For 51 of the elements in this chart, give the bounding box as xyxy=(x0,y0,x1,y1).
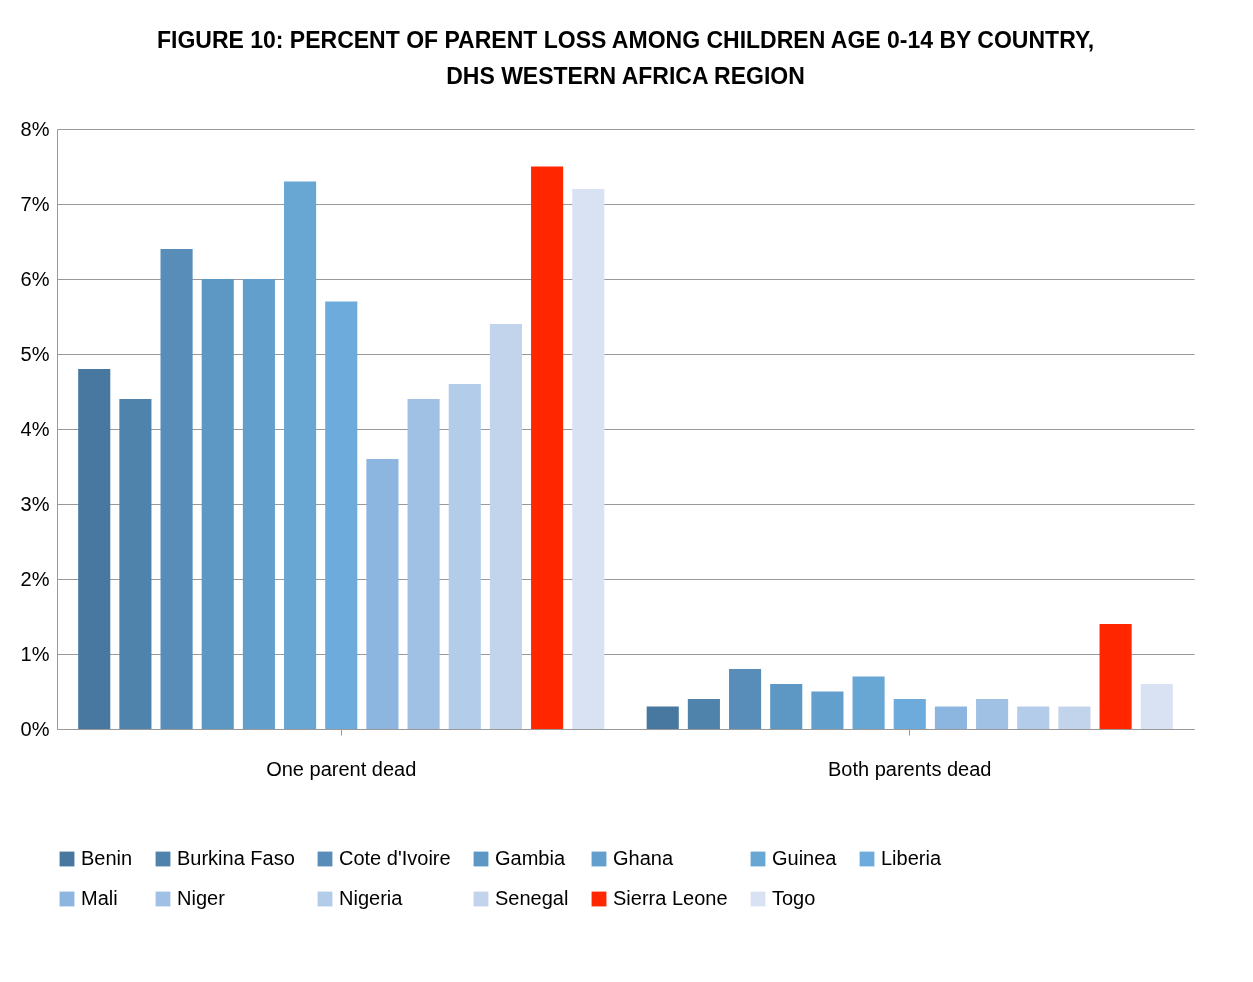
x-tick-label: One parent dead xyxy=(266,757,417,780)
bar xyxy=(687,699,720,729)
bar xyxy=(242,279,275,729)
legend-label: Guinea xyxy=(772,847,838,869)
bar xyxy=(407,399,440,729)
bar xyxy=(1017,706,1050,729)
bar xyxy=(1099,624,1132,729)
bar xyxy=(976,699,1009,729)
bar xyxy=(284,181,317,729)
bar xyxy=(201,279,234,729)
legend-label: Ghana xyxy=(613,847,674,869)
y-tick-label: 8% xyxy=(20,117,50,140)
y-tick-label: 2% xyxy=(20,567,50,590)
bar xyxy=(572,189,605,729)
legend-label: Sierra Leone xyxy=(613,887,728,909)
bar xyxy=(770,684,803,729)
y-tick-label: 1% xyxy=(20,642,50,665)
bar xyxy=(729,669,762,729)
legend-label: Benin xyxy=(81,847,133,869)
legend-label: Cote d'Ivoire xyxy=(339,847,451,869)
bar xyxy=(78,369,111,729)
bar xyxy=(1140,684,1173,729)
bar xyxy=(811,691,844,729)
legend-label: Nigeria xyxy=(339,887,404,909)
bar xyxy=(934,706,967,729)
y-tick-label: 4% xyxy=(20,417,50,440)
bar xyxy=(489,324,522,729)
bar xyxy=(893,699,926,729)
legend-label: Gambia xyxy=(495,847,566,869)
x-tick-label: Both parents dead xyxy=(828,757,992,780)
legend-label: Senegal xyxy=(495,887,569,909)
legend-label: Mali xyxy=(81,887,118,909)
bar xyxy=(325,301,358,729)
bar xyxy=(1058,706,1091,729)
bar xyxy=(852,676,885,729)
bar xyxy=(366,459,399,729)
y-tick-label: 3% xyxy=(20,492,50,515)
chart-title: FIGURE 10: PERCENT OF PARENT LOSS AMONG CHILDREN AGE 0-14 BY COUNTRY, DHS WESTERN AFRICA REGION xyxy=(156,27,1095,89)
y-tick-label: 7% xyxy=(20,192,50,215)
bar xyxy=(448,384,481,729)
legend-label: Niger xyxy=(177,887,226,909)
bar xyxy=(531,166,564,729)
y-tick-label: 6% xyxy=(20,267,50,290)
y-tick-label: 0% xyxy=(20,717,50,740)
bar xyxy=(160,249,193,729)
legend-label: Togo xyxy=(772,887,816,909)
legend-label: Burkina Faso xyxy=(177,847,295,869)
legend-label: Liberia xyxy=(881,847,942,869)
bar xyxy=(119,399,152,729)
bar xyxy=(646,706,679,729)
y-tick-label: 5% xyxy=(20,342,50,365)
